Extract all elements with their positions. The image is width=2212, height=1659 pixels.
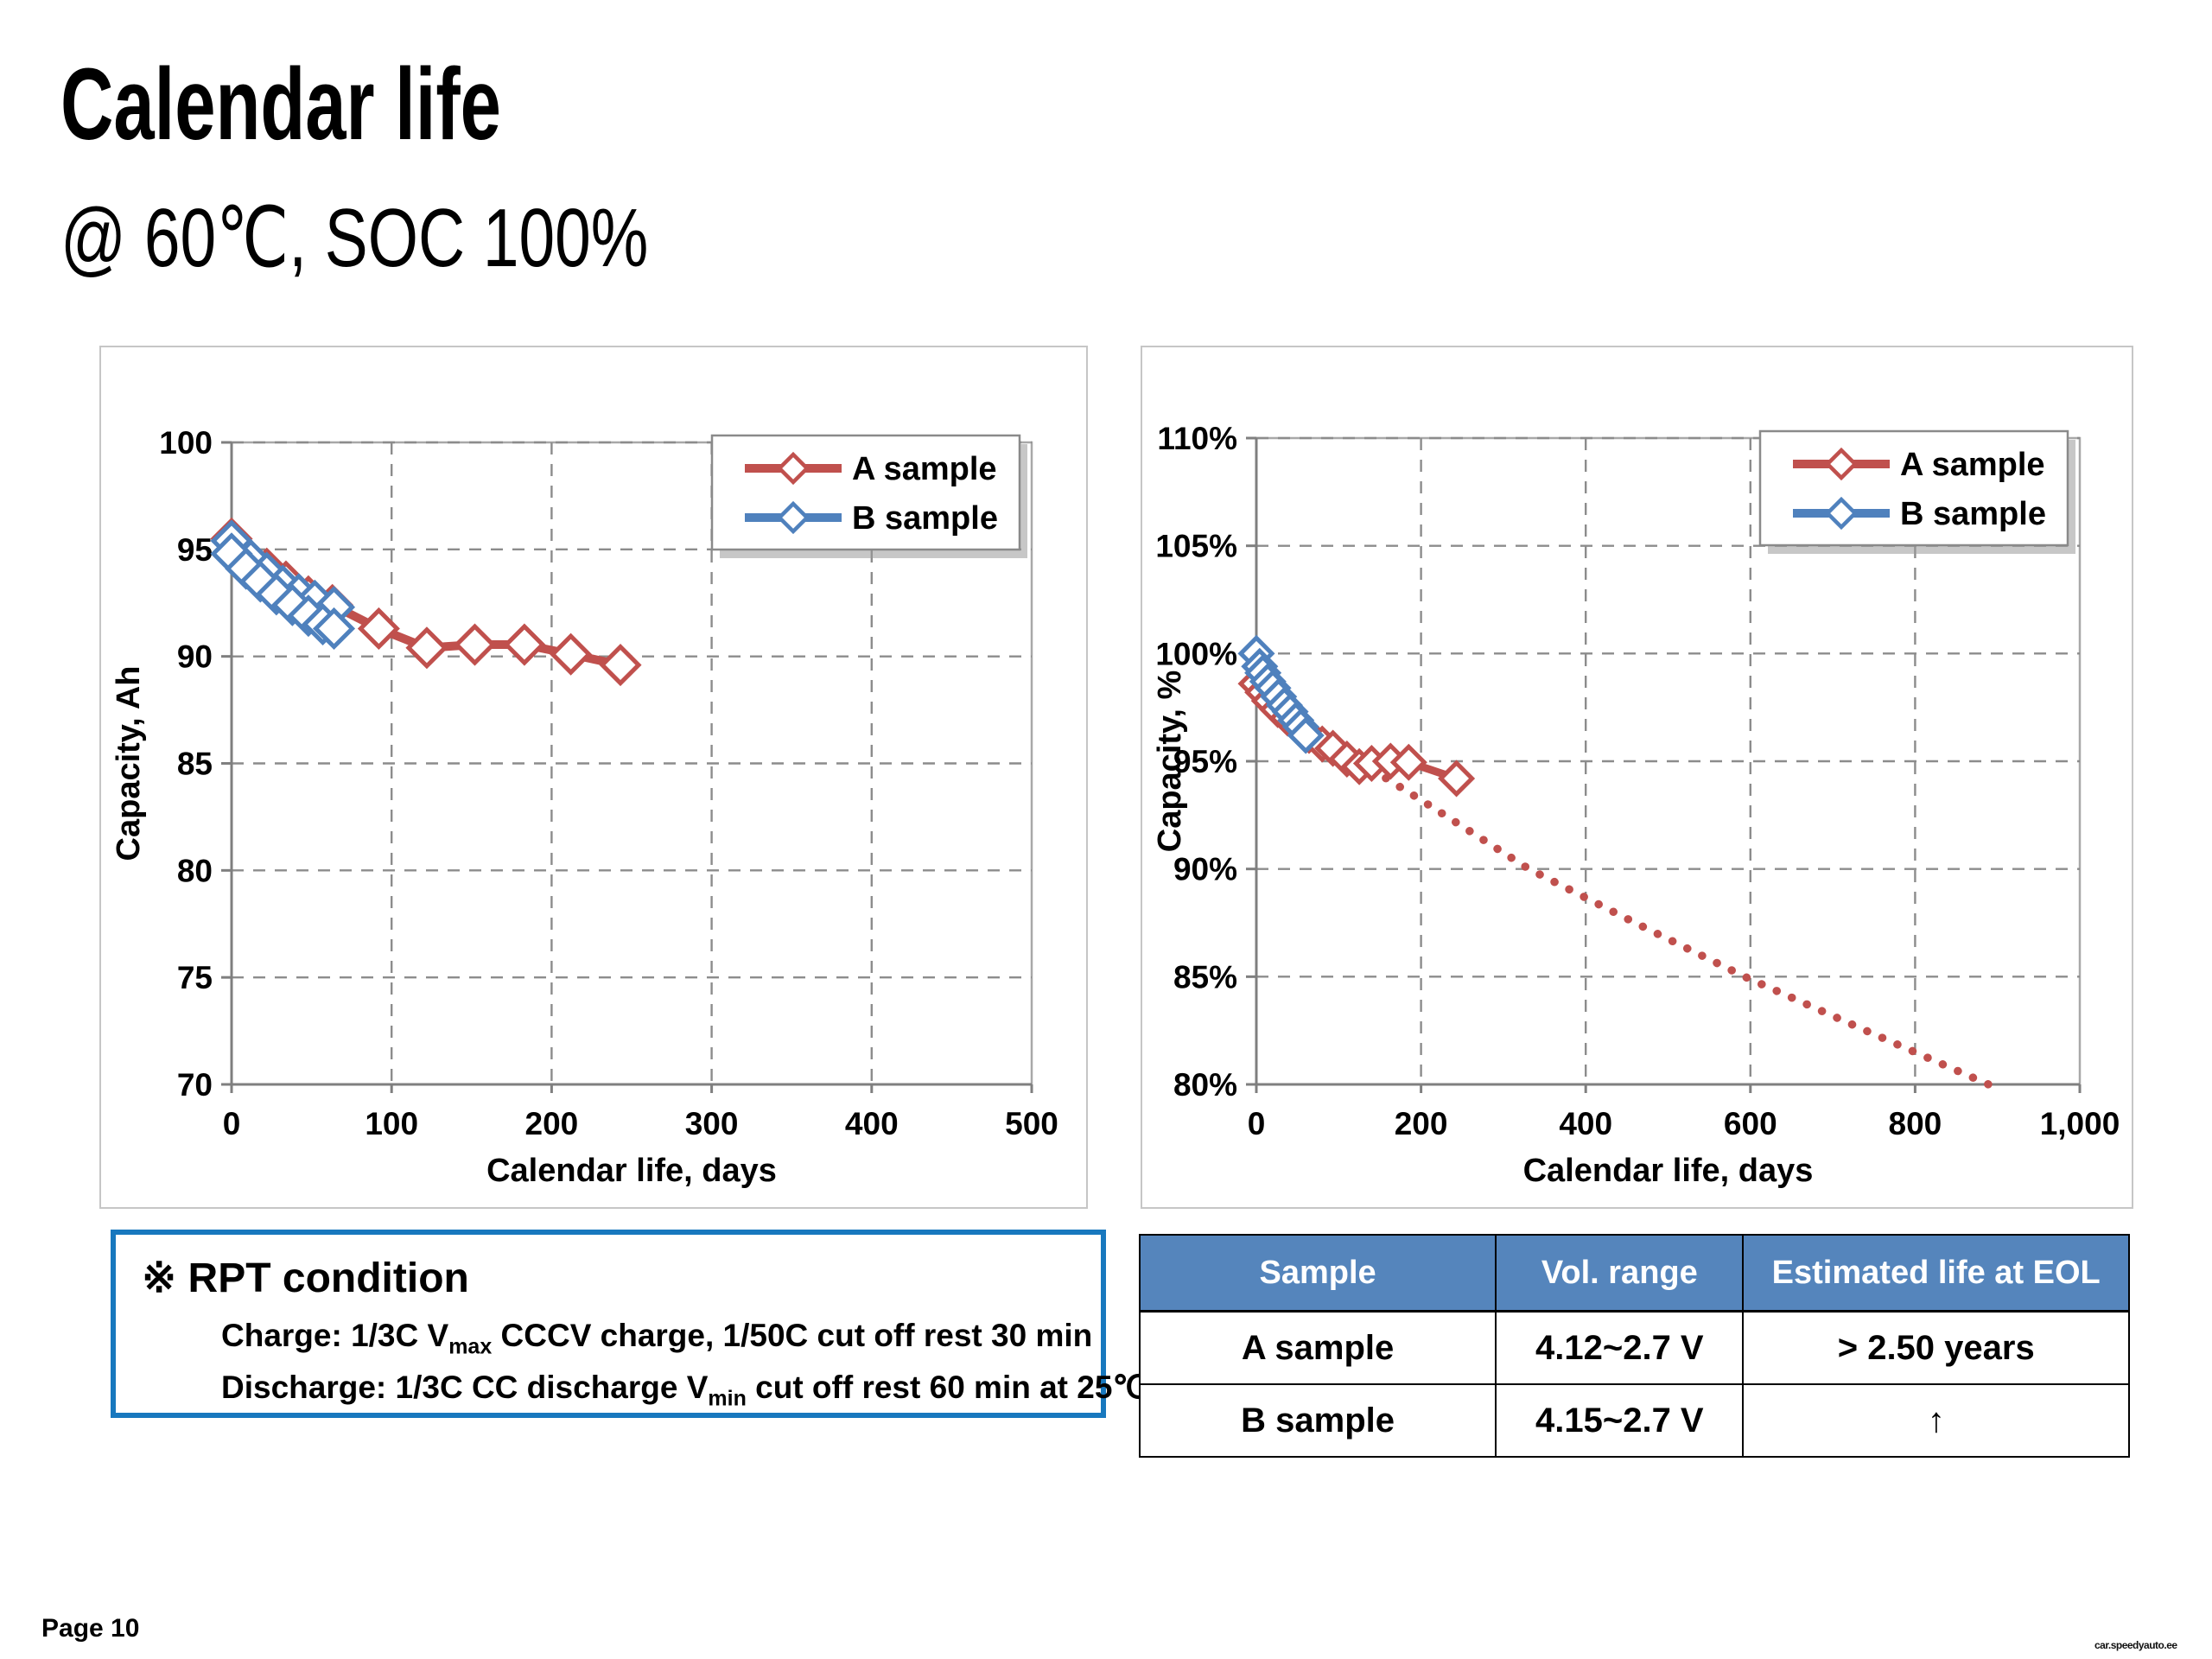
svg-text:75: 75 [177,960,213,995]
svg-text:200: 200 [1395,1106,1448,1141]
table-header-cell: Estimated life at EOL [1742,1234,2130,1313]
svg-text:300: 300 [685,1106,739,1141]
right-chart-panel: 0 200 400 600 800 1,000 80% 85% 90% 95% 100% 105% 11… [1141,346,2133,1209]
svg-text:B sample: B sample [852,500,998,537]
svg-text:85: 85 [177,747,213,782]
svg-text:400: 400 [1559,1106,1612,1141]
svg-text:200: 200 [525,1106,579,1141]
svg-text:1,000: 1,000 [2040,1106,2120,1141]
results-table: Sample Vol. range Estimated life at EOL A … [1138,1234,2130,1458]
svg-text:400: 400 [845,1106,899,1141]
table-row: A sample 4.12~2.7 V > 2.50 years [1138,1310,2130,1385]
rpt-discharge-line: Discharge: 1/3C CC discharge Vmin cut of… [221,1370,1148,1411]
rpt-condition-heading: ※ RPT condition [142,1255,469,1301]
svg-text:100: 100 [159,425,213,461]
page-title: Calendar life [60,48,501,162]
svg-text:Calendar life, days: Calendar life, days [1523,1153,1814,1189]
svg-text:85%: 85% [1173,959,1237,995]
svg-text:105%: 105% [1155,529,1237,564]
left-chart-capacity-ah: 0 100 200 300 400 500 70 75 80 85 90 95 100 Calendar … [101,347,1086,1207]
svg-text:95: 95 [177,532,213,568]
page-number-label: Page 10 [41,1614,140,1643]
table-cell: 4.15~2.7 V [1495,1383,1745,1458]
svg-text:80%: 80% [1173,1067,1237,1103]
right-chart-capacity-percent: 0 200 400 600 800 1,000 80% 85% 90% 95% 100% 105% 11… [1142,347,2132,1207]
svg-text:Capacity, Ah: Capacity, Ah [111,666,147,861]
svg-text:600: 600 [1724,1106,1777,1141]
page-subtitle: @ 60℃, SOC 100% [60,192,649,284]
table-cell: 4.12~2.7 V [1495,1310,1745,1385]
svg-text:90: 90 [177,639,213,675]
table-cell: A sample [1138,1310,1497,1385]
svg-text:800: 800 [1889,1106,1942,1141]
table-cell: > 2.50 years [1742,1310,2130,1385]
svg-text:Capacity, %: Capacity, % [1152,671,1188,852]
svg-text:95%: 95% [1173,744,1237,779]
table-cell: B sample [1138,1383,1497,1458]
svg-text:Calendar life, days: Calendar life, days [486,1153,777,1189]
svg-text:80: 80 [177,853,213,888]
svg-text:100%: 100% [1155,636,1237,671]
watermark-text: car.speedyauto.ee [2094,1639,2177,1651]
svg-text:500: 500 [1005,1106,1058,1141]
svg-text:70: 70 [177,1067,213,1103]
results-table-header: Sample Vol. range Estimated life at EOL [1138,1234,2130,1313]
svg-text:A sample: A sample [1900,447,2045,483]
svg-text:90%: 90% [1173,852,1237,887]
svg-text:B sample: B sample [1900,496,2046,532]
table-header-cell: Sample [1138,1234,1497,1313]
table-header-cell: Vol. range [1495,1234,1745,1313]
svg-text:0: 0 [1248,1106,1266,1141]
table-row: B sample 4.15~2.7 V ↑ [1138,1383,2130,1458]
left-chart-panel: 0 100 200 300 400 500 70 75 80 85 90 95 100 Calendar … [99,346,1088,1209]
svg-text:A sample: A sample [852,451,997,487]
svg-text:100: 100 [365,1106,418,1141]
svg-text:0: 0 [223,1106,241,1141]
rpt-charge-line: Charge: 1/3C Vmax CCCV charge, 1/50C cut… [221,1318,1093,1359]
table-cell: ↑ [1742,1383,2130,1458]
rpt-condition-box: ※ RPT condition Charge: 1/3C Vmax CCCV c… [111,1230,1148,1418]
svg-text:110%: 110% [1157,421,1237,456]
